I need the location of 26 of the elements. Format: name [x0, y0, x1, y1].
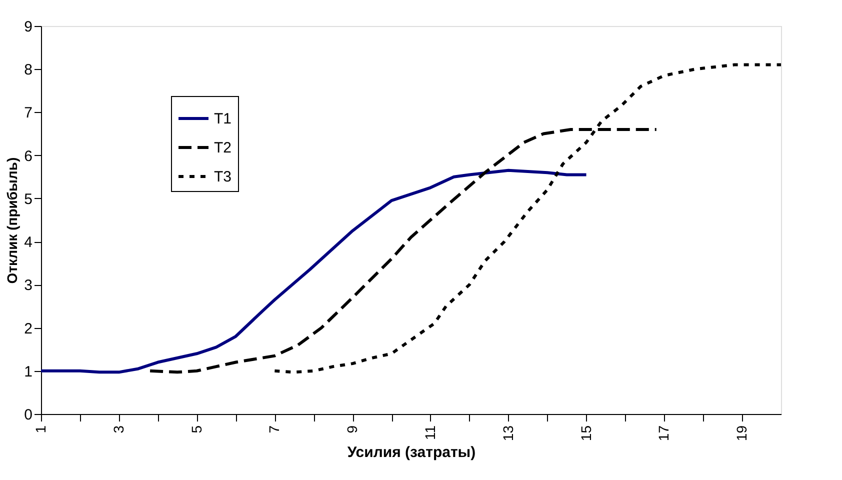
- x-tick-label: 13: [500, 425, 516, 442]
- y-tick-label: 8: [24, 62, 32, 79]
- x-tick-label: 7: [266, 425, 282, 434]
- y-tick-label: 9: [24, 18, 32, 36]
- y-axis-title: Отклик (прибыль): [4, 157, 20, 284]
- y-tick-label: 1: [24, 363, 32, 380]
- x-tick-label: 19: [734, 425, 750, 442]
- x-tick-label: 17: [656, 425, 672, 442]
- x-tick-label: 9: [344, 425, 360, 434]
- y-tick-label: 4: [24, 234, 32, 252]
- y-tick-label: 5: [24, 190, 32, 208]
- x-tick-label: 5: [188, 425, 204, 434]
- y-tick-label: 7: [24, 104, 32, 122]
- line-series: [40, 168, 588, 374]
- x-tick-label: 3: [110, 425, 126, 434]
- legend-label: T3: [214, 168, 232, 186]
- y-tick-label: 0: [24, 406, 32, 424]
- y-tick-label: 3: [24, 277, 32, 294]
- x-tick-label: 1: [32, 425, 48, 434]
- x-axis-title: Усилия (затраты): [347, 444, 476, 462]
- legend-label: T2: [214, 140, 232, 156]
- x-tick-label: 15: [578, 425, 594, 442]
- y-tick-label: 2: [24, 320, 32, 338]
- y-tick-label: 6: [24, 148, 32, 165]
- legend-label: T1: [214, 110, 232, 128]
- x-tick-label: 11: [422, 425, 438, 440]
